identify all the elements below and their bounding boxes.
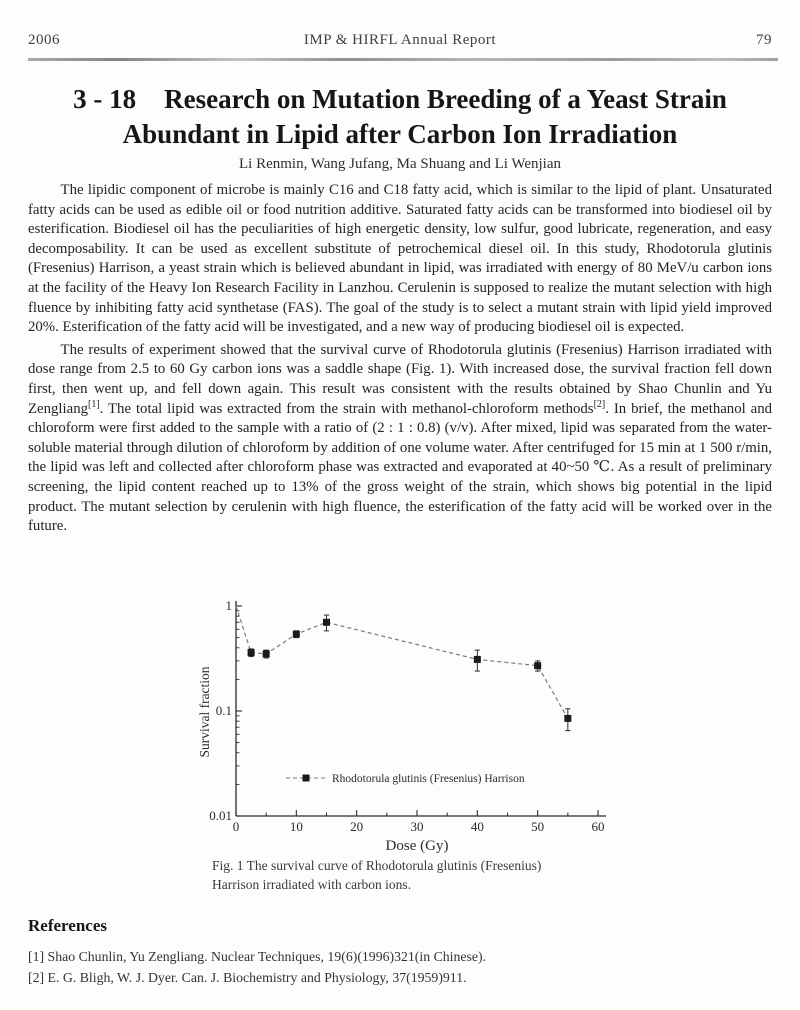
legend-label: Rhodotorula glutinis (Fresenius) Harriso… [332, 773, 525, 785]
article-number: 3 - 18 [73, 84, 137, 114]
legend-marker [302, 774, 310, 782]
references-list: [1] Shao Chunlin, Yu Zengliang. Nuclear … [28, 946, 772, 988]
article-body: The lipidic component of microbe is main… [28, 181, 772, 540]
paragraph-1: The lipidic component of microbe is main… [28, 182, 772, 336]
article-title: 3 - 18 Research on Mutation Breeding of a… [40, 82, 760, 152]
figure-caption-line2: Harrison irradiated with carbon ions. [212, 877, 412, 892]
y-axis-label: Survival fraction [198, 666, 212, 757]
data-point-marker [262, 650, 270, 658]
article-title-line1: 3 - 18 Research on Mutation Breeding of a… [73, 84, 727, 114]
x-tick-label: 50 [531, 819, 544, 834]
reference-item: [2] E. G. Bligh, W. J. Dyer. Can. J. Bio… [28, 970, 467, 985]
y-tick-label: 0.01 [209, 808, 232, 823]
header-journal-title: IMP & HIRFL Annual Report [303, 32, 497, 48]
citation-ref-1: [1] [88, 398, 100, 410]
figure-1: 0 10 20 30 40 50 60 1 0.1 0.01 Rhodotorula glutini… [197, 592, 632, 860]
data-point-marker [292, 630, 300, 638]
header-rule [28, 58, 778, 61]
x-tick-label: 10 [290, 819, 303, 834]
x-tick-label: 30 [411, 819, 424, 834]
article-authors: Li Renmin, Wang Jufang, Ma Shuang and Li… [239, 156, 561, 172]
data-point-marker [534, 662, 542, 670]
figure-caption-line1: Fig. 1 The survival curve of Rhodotorula… [212, 858, 542, 873]
x-tick-label: 20 [350, 819, 363, 834]
x-tick-label: 0 [233, 819, 240, 834]
data-point-marker [564, 714, 572, 722]
page-header: 2006 IMP & HIRFL Annual Report 79 [28, 32, 772, 49]
header-year: 2006 [28, 32, 60, 48]
references-heading: References [28, 916, 107, 935]
header-page-number: 79 [756, 32, 772, 48]
reference-item: [1] Shao Chunlin, Yu Zengliang. Nuclear … [28, 949, 487, 964]
y-tick-label: 1 [226, 598, 233, 613]
data-point-marker [473, 655, 481, 663]
x-axis-label: Dose (Gy) [386, 838, 449, 854]
y-tick-label: 0.1 [216, 703, 232, 718]
citation-ref-2: [2] [593, 398, 606, 410]
x-tick-label: 60 [592, 819, 605, 834]
data-point-marker [247, 649, 255, 657]
x-tick-label: 40 [471, 819, 484, 834]
figure-caption: Fig. 1 The survival curve of Rhodotorula… [212, 856, 682, 894]
survival-chart: 0 10 20 30 40 50 60 1 0.1 0.01 Rhodotorula glutini… [197, 598, 606, 854]
data-point-marker [323, 618, 330, 626]
paragraph-2: The results of experiment showed that th… [28, 341, 772, 535]
article-title-line2: Abundant in Lipid after Carbon Ion Irrad… [122, 119, 678, 149]
survival-curve [235, 605, 569, 719]
